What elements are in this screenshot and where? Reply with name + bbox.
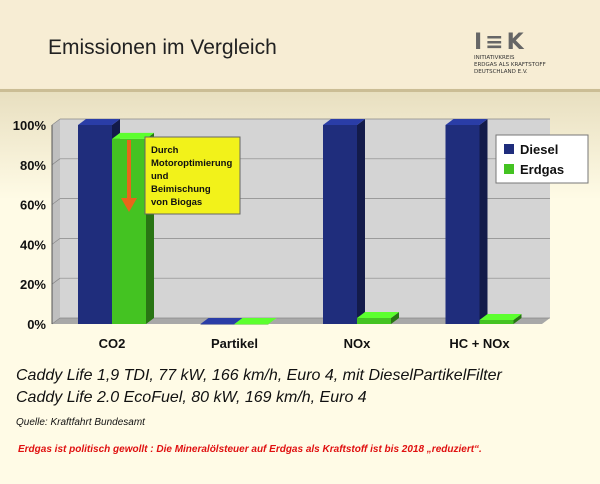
bar-diesel-front (445, 125, 480, 324)
bar-erdgas-front (357, 318, 391, 324)
x-tick-label: HC + NOx (449, 336, 510, 351)
slide-title: Emissionen im Vergleich (48, 36, 277, 59)
bar-erdgas-front (479, 320, 514, 324)
bar-erdgas-top (234, 318, 277, 324)
iek-logo: I≡K INITIATIVKREIS ERDGAS ALS KRAFTSTOFF… (474, 30, 574, 76)
y-tick-label: 0% (27, 317, 46, 332)
vehicle-note-erdgas: Caddy Life 2.0 EcoFuel, 80 kW, 169 km/h,… (16, 389, 367, 406)
bar-diesel-top (200, 318, 243, 324)
y-tick-label: 40% (20, 237, 46, 252)
legend-label-diesel: Diesel (520, 142, 558, 157)
gridline-side (51, 238, 61, 245)
legend-box (495, 134, 589, 184)
bar-diesel-side (357, 119, 365, 324)
gridline-side (51, 198, 61, 205)
x-tick-label: CO2 (99, 336, 126, 351)
bar-diesel-front (200, 324, 235, 325)
plot-floor (52, 318, 550, 324)
logo-line: ERDGAS ALS KRAFTSTOFF (474, 62, 546, 68)
bar-erdgas-top (357, 312, 399, 319)
y-tick-label: 80% (20, 158, 46, 173)
gridline-side (51, 158, 61, 166)
footer-note: Erdgas ist politisch gewollt : Die Miner… (18, 444, 482, 455)
source-note: Quelle: Kraftfahrt Bundesamt (16, 417, 145, 428)
y-tick-label: 60% (20, 198, 46, 213)
bar-erdgas-side (391, 312, 399, 324)
legend-label-erdgas: Erdgas (520, 162, 564, 177)
gridline-side (51, 118, 61, 126)
logo-text: INITIATIVKREIS ERDGAS ALS KRAFTSTOFF DEU… (474, 55, 554, 76)
bar-erdgas-front (234, 324, 269, 325)
logo-line: INITIATIVKREIS (474, 55, 515, 61)
logo-mark: I≡K (474, 30, 527, 55)
plot-side-wall (52, 119, 60, 324)
bar-diesel-front (323, 125, 357, 324)
bar-diesel-side (479, 119, 488, 324)
legend-swatch-erdgas (504, 164, 514, 174)
bar-diesel-front (78, 125, 112, 324)
annotation-box (144, 136, 241, 215)
annotation-text: Durch Motoroptimierung und Beimischung von B… (151, 145, 232, 208)
logo-line: DEUTSCHLAND E.V. (474, 69, 528, 75)
y-tick-label: 20% (20, 277, 46, 292)
header-divider (0, 89, 600, 92)
x-tick-label: Partikel (211, 336, 258, 351)
down-arrow-icon (121, 198, 137, 212)
legend-swatch-diesel (504, 144, 514, 154)
y-tick-label: 100% (13, 118, 47, 133)
bar-diesel-top (78, 119, 120, 125)
x-tick-label: NOx (344, 336, 372, 351)
bar-diesel-top (445, 119, 488, 125)
bar-erdgas-side (513, 314, 522, 324)
bar-erdgas-top (479, 314, 522, 321)
gridline-side (51, 277, 61, 285)
emissions-chart: 0% 20% 40% 60% 80% 100% CO2 Partikel NOx HC + NOx… (13, 118, 589, 351)
bar-erdgas-top (112, 132, 154, 139)
gridline-side (51, 317, 61, 325)
bar-diesel-top (323, 119, 365, 125)
vehicle-note-diesel: Caddy Life 1,9 TDI, 77 kW, 166 km/h, Eur… (16, 367, 502, 384)
